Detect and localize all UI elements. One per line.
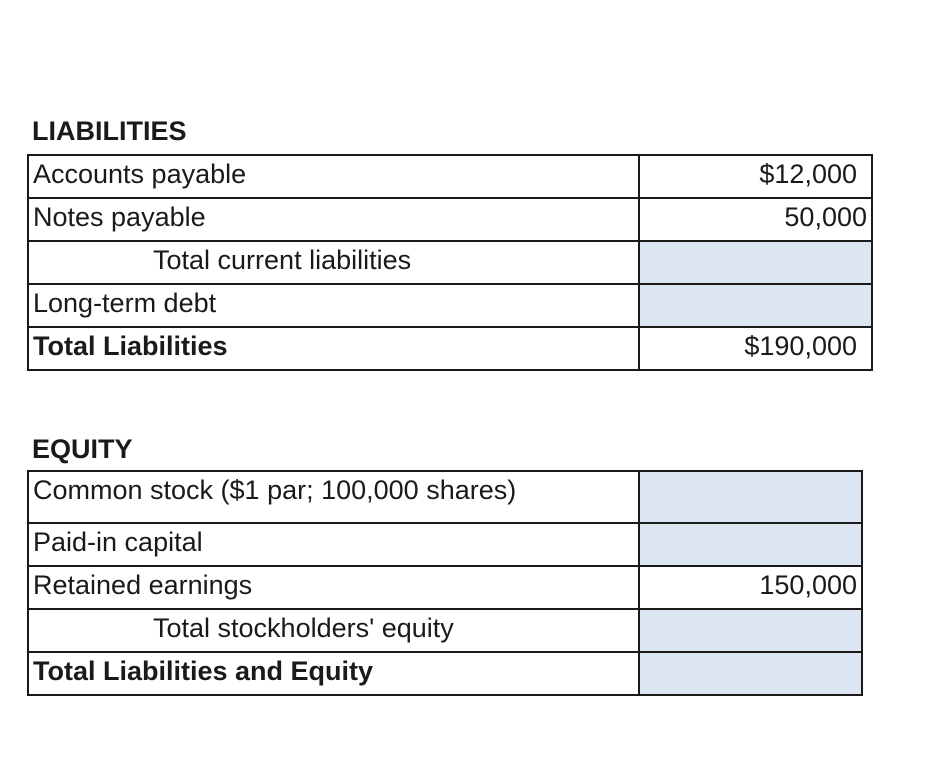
paid-in-capital-input[interactable]	[638, 522, 863, 567]
paid-in-capital-label: Paid-in capital	[27, 522, 640, 567]
retained-earnings-label: Retained earnings	[27, 565, 640, 610]
table-row: Long-term debt	[27, 283, 873, 328]
long-term-debt-input[interactable]	[638, 283, 873, 328]
total-current-liabilities-input[interactable]	[638, 240, 873, 285]
common-stock-label: Common stock ($1 par; 100,000 shares)	[27, 470, 640, 524]
accounts-payable-label: Accounts payable	[27, 154, 640, 199]
retained-earnings-value: 150,000	[638, 565, 863, 610]
long-term-debt-label: Long-term debt	[27, 283, 640, 328]
total-current-liabilities-label: Total current liabilities	[27, 240, 640, 285]
table-row: Total stockholders' equity	[27, 608, 863, 653]
liabilities-heading: LIABILITIES	[32, 116, 187, 146]
table-row: Common stock ($1 par; 100,000 shares)	[27, 470, 863, 524]
table-row: Total current liabilities	[27, 240, 873, 285]
total-stockholders-equity-input[interactable]	[638, 608, 863, 653]
table-row: Accounts payable $12,000	[27, 154, 873, 199]
common-stock-input[interactable]	[638, 470, 863, 524]
total-liabilities-value: $190,000	[638, 326, 873, 371]
total-liabilities-label: Total Liabilities	[27, 326, 640, 371]
total-liabilities-and-equity-label: Total Liabilities and Equity	[27, 651, 640, 696]
table-row: Retained earnings 150,000	[27, 565, 863, 610]
total-stockholders-equity-label: Total stockholders' equity	[27, 608, 640, 653]
table-row: Notes payable 50,000	[27, 197, 873, 242]
table-row: Paid-in capital	[27, 522, 863, 567]
liabilities-table: Accounts payable $12,000 Notes payable 5…	[27, 154, 873, 371]
total-liabilities-and-equity-input[interactable]	[638, 651, 863, 696]
table-row: Total Liabilities and Equity	[27, 651, 863, 696]
accounts-payable-value: $12,000	[638, 154, 873, 199]
notes-payable-value: 50,000	[638, 197, 873, 242]
notes-payable-label: Notes payable	[27, 197, 640, 242]
equity-table: Common stock ($1 par; 100,000 shares) Pa…	[27, 470, 863, 696]
equity-heading: EQUITY	[32, 434, 133, 464]
table-row: Total Liabilities $190,000	[27, 326, 873, 371]
